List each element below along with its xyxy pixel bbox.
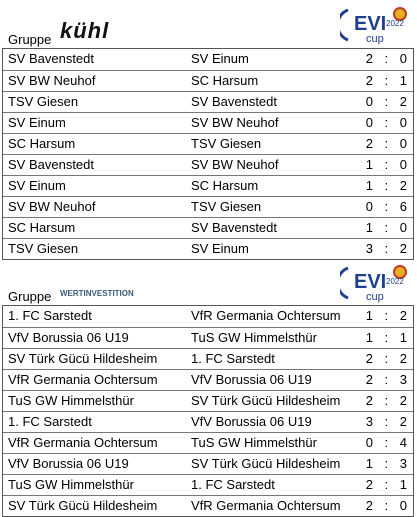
home-team: SV Türk Gücü Hildesheim [8,351,158,366]
home-team: TSV Giesen [8,241,79,256]
match-row: SV Bavenstedt SV BW Neuhof 1 : 0 [3,154,413,175]
home-team: SC Harsum [8,136,76,151]
away-team: SV Einum [191,241,249,256]
score: 2 : 2 [365,351,407,366]
away-team: TuS GW Himmelsthür [191,330,317,345]
away-team: SV Bavenstedt [191,220,277,235]
home-team: VfV Borussia 06 U19 [8,456,129,471]
match-row: SV Türk Gücü Hildesheim VfR Germania Ocht… [3,495,413,516]
match-row: VfV Borussia 06 U19 SV Türk Gücü Hildeshe… [3,453,413,474]
score: 1 : 0 [365,220,407,235]
score: 2 : 1 [365,477,407,492]
score: 3 : 2 [365,414,407,429]
score: 0 : 2 [365,94,407,109]
away-team: TSV Giesen [191,199,262,214]
group-label: Gruppe [8,32,52,47]
away-team: TuS GW Himmelsthür [191,435,317,450]
score: 1 : 0 [365,157,407,172]
group-label: Gruppe [8,289,52,304]
score: 2 : 0 [365,136,407,151]
away-team: 1. FC Sarstedt [191,351,275,366]
match-row: 1. FC Sarstedt VfV Borussia 06 U19 3 : 2 [3,411,413,432]
score: 1 : 2 [365,178,407,193]
home-team: SV Türk Gücü Hildesheim [8,498,158,513]
match-row: VfR Germania Ochtersum TuS GW Himmelsthür… [3,432,413,453]
home-team: SV Einum [8,178,66,193]
score: 2 : 0 [365,51,407,66]
score: 2 : 3 [365,372,407,387]
home-team: TuS GW Himmelsthür [8,477,134,492]
home-team: SV BW Neuhof [8,199,96,214]
sponsor-logo: WERTINVESTITION [60,289,134,298]
logo-name: EVI [354,271,386,293]
away-team: SC Harsum [191,73,259,88]
away-team: SV Türk Gücü Hildesheim [191,456,341,471]
match-row: SV Einum SV BW Neuhof 0 : 0 [3,112,413,133]
sponsor-logo: kühl [60,18,110,43]
home-team: SV Einum [8,115,66,130]
home-team: SV Bavenstedt [8,157,94,172]
match-row: TSV Giesen SV Einum 3 : 2 [3,238,413,259]
match-row: VfR Germania Ochtersum VfV Borussia 06 U1… [3,369,413,390]
away-team: SV BW Neuhof [191,157,279,172]
match-row: SV Bavenstedt SV Einum 2 : 0 [3,49,413,70]
home-team: SV BW Neuhof [8,73,96,88]
match-row: TSV Giesen SV Bavenstedt 0 : 2 [3,91,413,112]
home-team: TuS GW Himmelsthür [8,393,134,408]
match-table: 1. FC Sarstedt VfR Germania Ochtersum 1 : … [2,305,414,517]
match-row: TuS GW Himmelsthür 1. FC Sarstedt 2 : 1 [3,474,413,495]
match-row: SC Harsum SV Bavenstedt 1 : 0 [3,217,413,238]
score: 1 : 1 [365,330,407,345]
group: Gruppe kühl EVI 2022 cup SV Bavenstedt SV Einu… [2,7,414,260]
score: 1 : 2 [365,308,407,323]
home-team: TSV Giesen [8,94,79,109]
away-team: 1. FC Sarstedt [191,477,275,492]
match-row: 1. FC Sarstedt VfR Germania Ochtersum 1 : … [3,306,413,327]
home-team: 1. FC Sarstedt [8,308,92,323]
group: Gruppe WERTINVESTITION EVI 2022 cup 1. FC Sar… [0,258,417,517]
home-team: VfR Germania Ochtersum [8,372,158,387]
score: 2 : 2 [365,393,407,408]
score: 0 : 4 [365,435,407,450]
score: 1 : 3 [365,456,407,471]
match-row: SV BW Neuhof SC Harsum 2 : 1 [3,70,413,91]
score: 2 : 0 [365,498,407,513]
match-row: TuS GW Himmelsthür SV Türk Gücü Hildeshei… [3,390,413,411]
score: 0 : 6 [365,199,407,214]
away-team: SV Einum [191,51,249,66]
match-row: VfV Borussia 06 U19 TuS GW Himmelsthür 1 :… [3,327,413,348]
logo-word: cup [366,291,384,303]
home-team: SC Harsum [8,220,76,235]
match-row: SC Harsum TSV Giesen 2 : 0 [3,133,413,154]
match-table: SV Bavenstedt SV Einum 2 : 0 SV BW Neuhof SC… [2,48,414,260]
away-team: SV BW Neuhof [191,115,279,130]
away-team: SV Türk Gücü Hildesheim [191,393,341,408]
logo-year: 2022 [386,19,404,28]
away-team: SC Harsum [191,178,259,193]
away-team: VfR Germania Ochtersum [191,498,341,513]
away-team: VfV Borussia 06 U19 [191,372,312,387]
away-team: VfV Borussia 06 U19 [191,414,312,429]
home-team: VfR Germania Ochtersum [8,435,158,450]
score: 3 : 2 [365,241,407,256]
away-team: VfR Germania Ochtersum [191,308,341,323]
logo-name: EVI [354,13,386,35]
away-team: TSV Giesen [191,136,262,151]
match-row: SV Einum SC Harsum 1 : 2 [3,175,413,196]
home-team: VfV Borussia 06 U19 [8,330,129,345]
away-team: SV Bavenstedt [191,94,277,109]
home-team: 1. FC Sarstedt [8,414,92,429]
score: 2 : 1 [365,73,407,88]
logo-year: 2022 [386,277,404,286]
score: 0 : 0 [365,115,407,130]
match-row: SV BW Neuhof TSV Giesen 0 : 6 [3,196,413,217]
logo-word: cup [366,33,384,45]
home-team: SV Bavenstedt [8,51,94,66]
match-row: SV Türk Gücü Hildesheim 1. FC Sarstedt 2 :… [3,348,413,369]
